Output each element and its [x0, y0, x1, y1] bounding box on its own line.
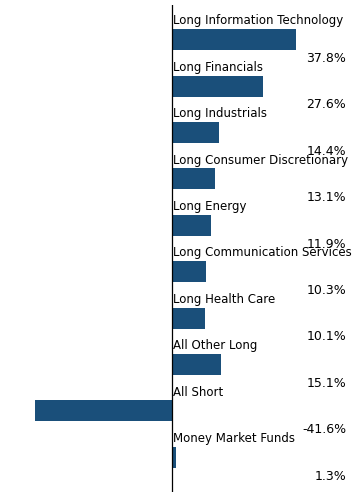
Text: 14.4%: 14.4%: [307, 145, 346, 158]
Text: 11.9%: 11.9%: [307, 238, 346, 250]
Bar: [172, 76, 262, 96]
Bar: [172, 354, 221, 375]
Bar: [172, 29, 296, 50]
Bar: [172, 447, 176, 468]
Bar: [172, 122, 219, 143]
Text: 10.1%: 10.1%: [306, 331, 346, 343]
Text: Long Industrials: Long Industrials: [174, 107, 267, 120]
Bar: [172, 215, 211, 236]
Text: Long Consumer Discretionary: Long Consumer Discretionary: [174, 154, 348, 166]
Text: 15.1%: 15.1%: [306, 377, 346, 390]
Text: 37.8%: 37.8%: [306, 52, 346, 65]
Text: Long Health Care: Long Health Care: [174, 293, 276, 306]
Bar: [172, 261, 206, 282]
Text: 10.3%: 10.3%: [306, 284, 346, 297]
Bar: [35, 401, 172, 421]
Text: Long Communication Services: Long Communication Services: [174, 247, 352, 259]
Bar: [172, 308, 205, 329]
Text: 27.6%: 27.6%: [306, 98, 346, 111]
Text: -41.6%: -41.6%: [302, 423, 346, 436]
Text: Long Energy: Long Energy: [174, 200, 247, 213]
Text: Money Market Funds: Money Market Funds: [174, 432, 296, 445]
Text: 1.3%: 1.3%: [315, 470, 346, 483]
Text: All Short: All Short: [174, 386, 224, 399]
Text: All Other Long: All Other Long: [174, 339, 258, 352]
Bar: [172, 168, 215, 189]
Text: 13.1%: 13.1%: [307, 191, 346, 204]
Text: Long Financials: Long Financials: [174, 61, 264, 74]
Text: Long Information Technology: Long Information Technology: [174, 14, 344, 27]
